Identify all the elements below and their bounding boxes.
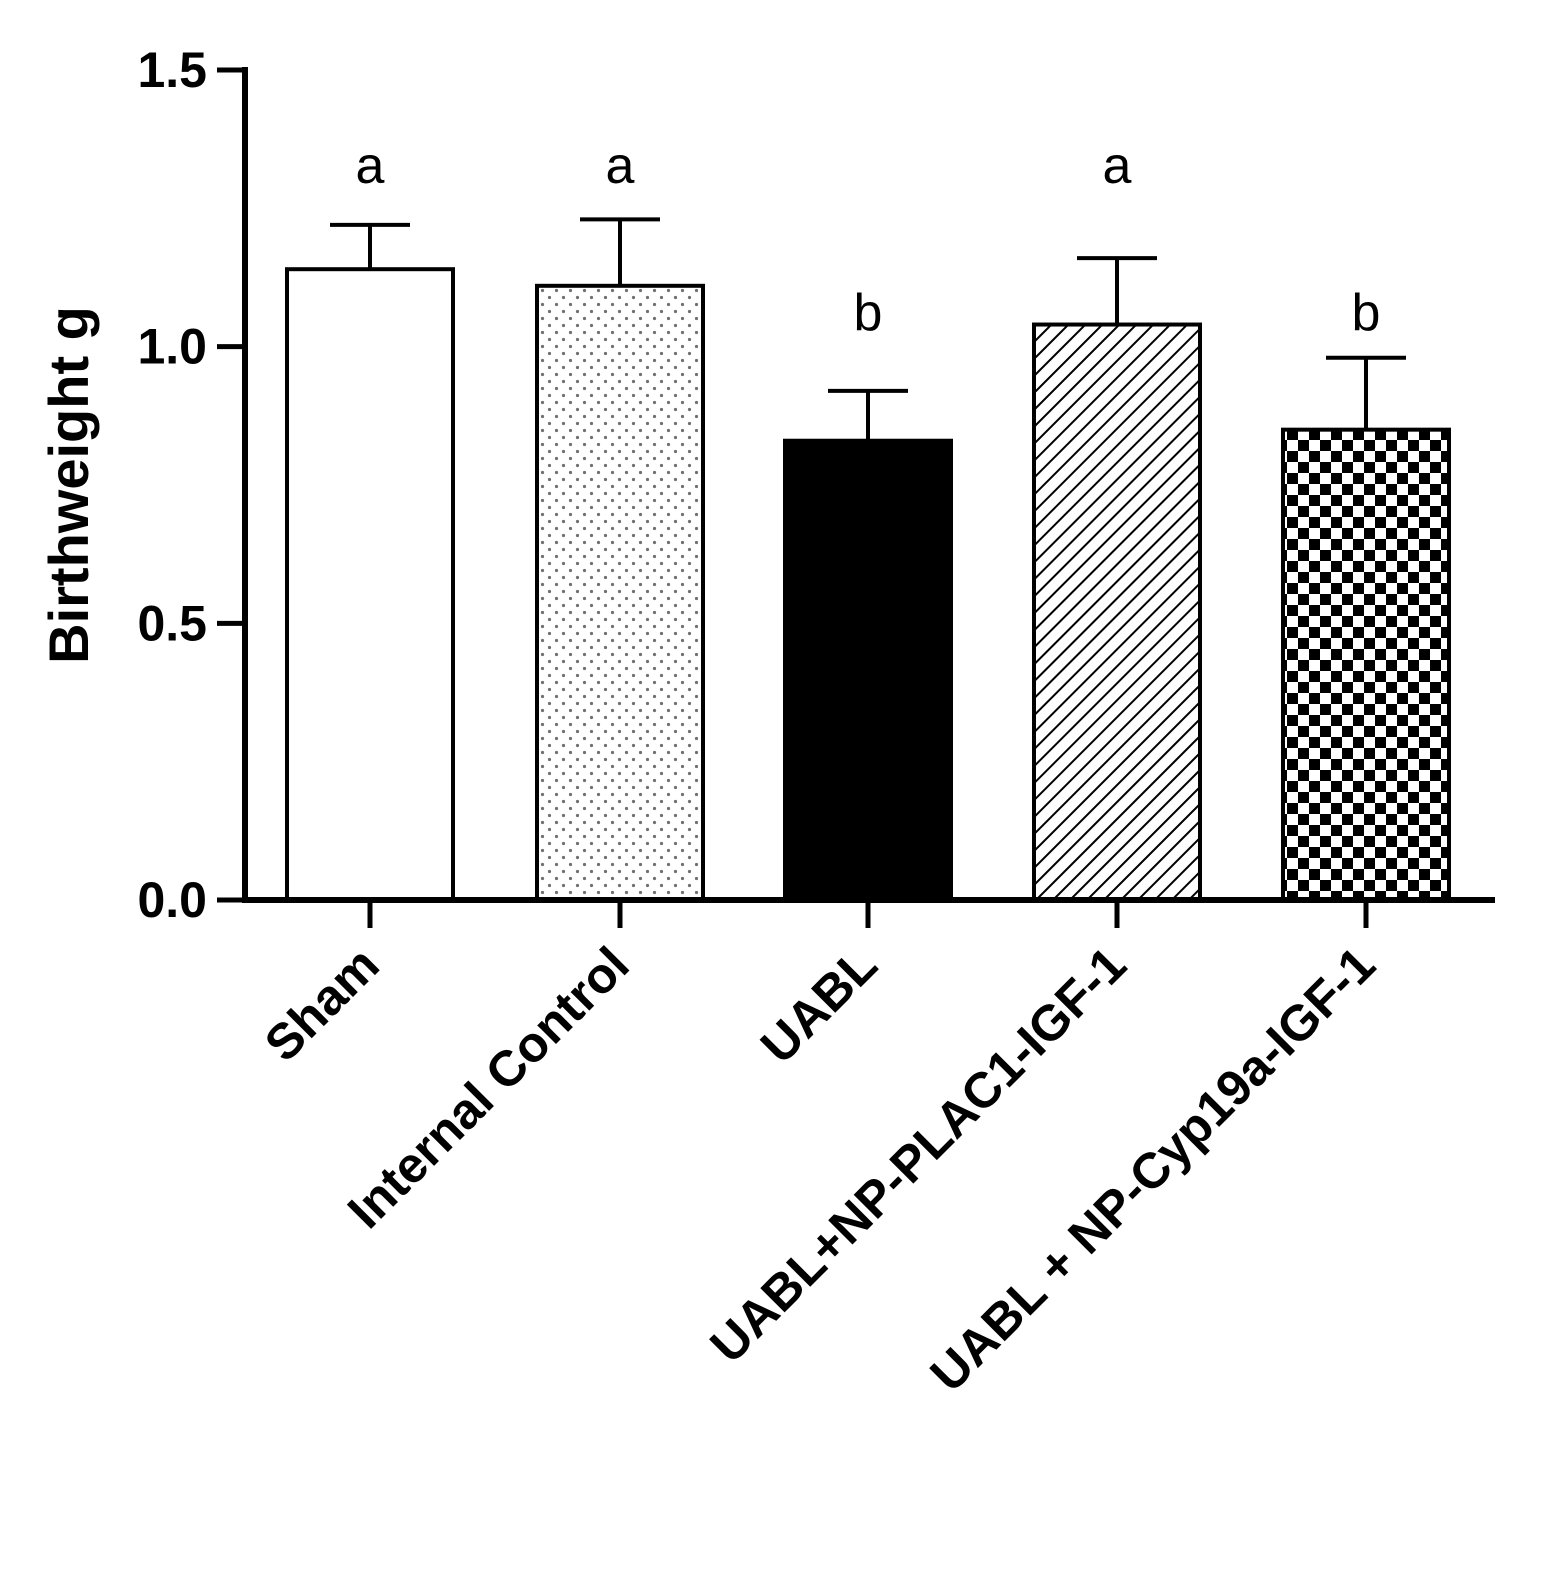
significance-label-sham: a <box>356 137 385 195</box>
y-axis-title: Birthweight g <box>37 306 100 664</box>
bar-internal-control <box>535 283 705 902</box>
bar-uabl-np-cyp19a-igf-1 <box>1281 427 1451 902</box>
significance-label-uabl: b <box>854 284 883 342</box>
bar-sham <box>285 267 455 902</box>
significance-label-uabl-np-plac1-igf-1: a <box>1103 137 1132 195</box>
y-tick-label-0-0: 0.0 <box>137 872 207 928</box>
category-label-sham: Sham <box>254 936 390 1072</box>
y-tick-label-1-0: 1.0 <box>137 319 207 375</box>
bar-uabl <box>783 438 953 902</box>
category-label-uabl-np-plac1-igf-1: UABL+NP-PLAC1-IGF-1 <box>699 936 1136 1373</box>
category-label-uabl-np-cyp19a-igf-1: UABL + NP-Cyp19a-IGF-1 <box>920 936 1386 1402</box>
bar-uabl-np-plac1-igf-1 <box>1032 322 1202 902</box>
y-tick-label-1-5: 1.5 <box>137 42 207 98</box>
significance-label-uabl-np-cyp19a-igf-1: b <box>1352 284 1381 342</box>
significance-label-internal-control: a <box>606 137 635 195</box>
y-tick-label-0-5: 0.5 <box>137 595 207 651</box>
category-label-uabl: UABL <box>750 936 888 1074</box>
